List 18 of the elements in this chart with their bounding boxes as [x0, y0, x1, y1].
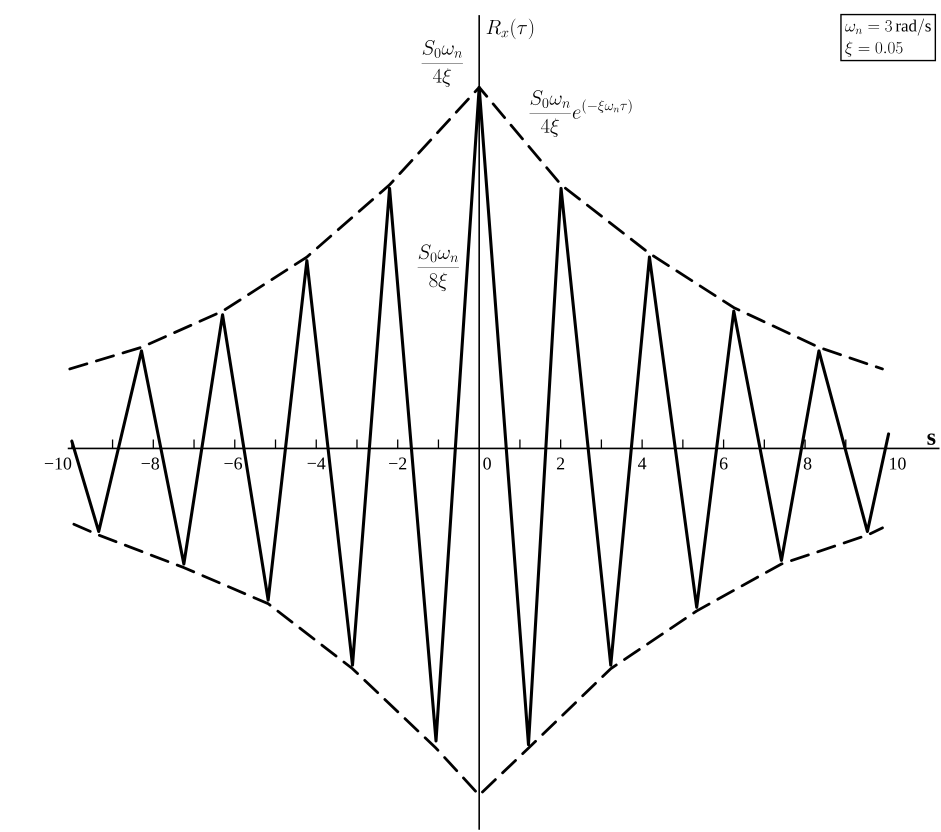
- x-tick-label: −4: [308, 457, 326, 470]
- x-tick-label: −6: [224, 457, 242, 470]
- x-axis-title: s: [927, 433, 936, 445]
- text: $\xi=0.05$: [845, 41, 902, 57]
- x-tick-label: 10: [890, 457, 906, 470]
- x-tick-label: 6: [720, 457, 728, 470]
- text: $\omega_n=3\,\mathrm{rad/s}$: [845, 18, 931, 36]
- x-tick-label: 2: [556, 457, 564, 470]
- annotation: $\frac{S_0\omega_n}{4\xi}e^{(-\xi\omega_n\tau)}$: [530, 90, 632, 137]
- y-axis-title: $R_x(\tau)$: [486, 18, 534, 39]
- annotation: $\frac{S_0\omega_n}{4\xi}$: [422, 40, 463, 87]
- x-tick-label: −2: [389, 457, 406, 470]
- x-tick-label: 4: [638, 457, 646, 470]
- x-tick-label: −10: [44, 457, 72, 470]
- annotation: $\frac{S_0\omega_n}{8\xi}$: [418, 244, 459, 291]
- x-tick-label: 0: [483, 457, 491, 470]
- x-tick-label: −8: [142, 457, 160, 470]
- x-tick-label: 8: [804, 457, 812, 470]
